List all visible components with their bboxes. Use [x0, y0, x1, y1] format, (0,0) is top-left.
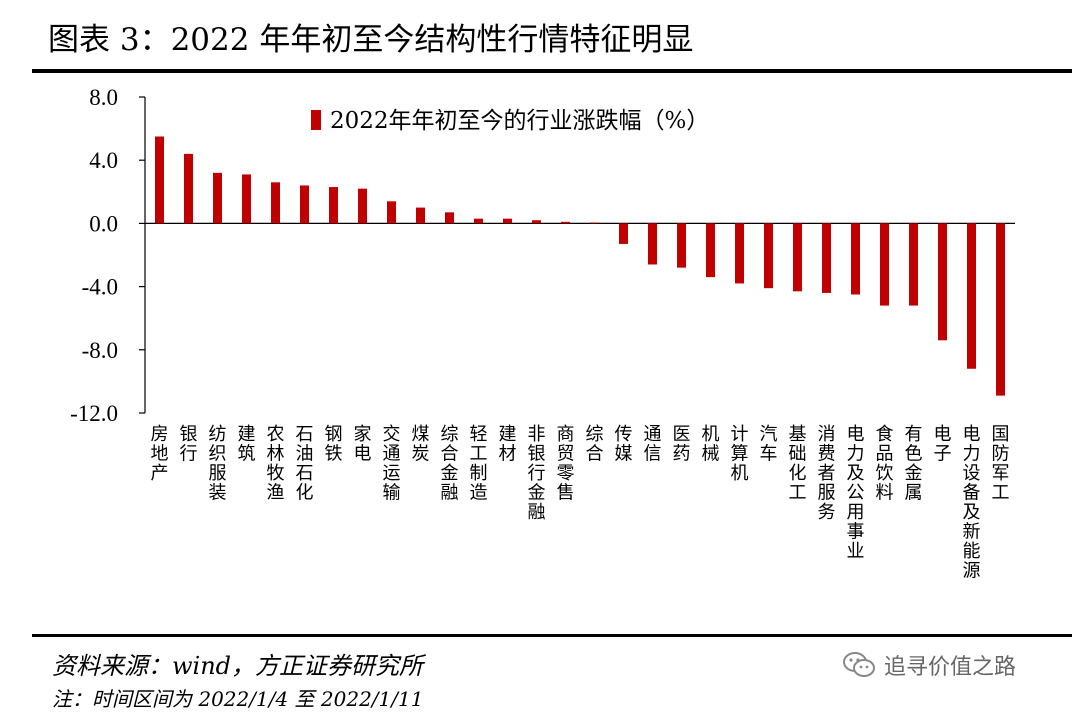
y-tick-label: -4.0: [82, 275, 118, 300]
x-tick-label: 汽车: [760, 424, 778, 465]
y-tick-label: -8.0: [82, 338, 118, 363]
bar-0: [155, 136, 164, 224]
bar-17: [648, 223, 657, 265]
bar-26: [909, 223, 918, 306]
x-tick-label: 钢铁: [325, 424, 343, 465]
x-tick-label: 煤炭: [412, 424, 430, 465]
x-tick-label: 医药: [673, 424, 691, 465]
x-tick-label: 有色金属: [905, 424, 923, 504]
bar-3: [242, 174, 251, 224]
x-tick-label: 建材: [499, 424, 517, 465]
bar-28: [967, 223, 976, 369]
x-tick-label: 商贸零售: [557, 424, 575, 504]
bar-13: [532, 220, 541, 224]
legend-label: 2022年年初至今的行业涨跌幅（%）: [330, 108, 709, 134]
watermark: 追寻价值之路: [842, 648, 1016, 682]
x-tick-label: 农林牧渔: [267, 424, 285, 504]
x-tick-label: 计算机: [731, 424, 749, 484]
bar-4: [271, 182, 280, 224]
x-tick-label: 电子: [934, 424, 952, 465]
y-tick-label: -12.0: [70, 401, 118, 426]
wechat-icon: [842, 650, 876, 680]
x-tick-label: 纺织服装: [209, 424, 227, 504]
bar-5: [300, 185, 309, 224]
x-tick-label: 电力及公用事业: [847, 424, 865, 562]
legend-swatch: [311, 110, 321, 130]
bar-20: [735, 223, 744, 284]
bar-series: [155, 136, 1005, 396]
bar-22: [793, 223, 802, 292]
x-tick-label: 综合金融: [441, 424, 459, 504]
bar-2: [213, 172, 222, 224]
x-tick-label: 石油石化: [296, 424, 314, 504]
y-tick-label: 0.0: [89, 211, 118, 236]
time-range-note: 注：时间区间为 2022/1/4 至 2022/1/11: [52, 687, 424, 711]
y-axis: 8.0 4.0 0.0 -4.0 -8.0 -12.0: [70, 85, 1015, 426]
bar-15: [590, 222, 599, 224]
x-tick-label: 消费者服务: [818, 424, 836, 523]
bar-29: [996, 223, 1005, 396]
y-tick-label: 4.0: [89, 148, 118, 173]
x-tick-label: 轻工制造: [470, 424, 488, 504]
bar-23: [822, 223, 831, 293]
bar-25: [880, 223, 889, 306]
bar-7: [358, 188, 367, 224]
x-tick-label: 基础化工: [789, 424, 807, 504]
legend: 2022年年初至今的行业涨跌幅（%）: [311, 108, 709, 134]
bar-19: [706, 223, 715, 278]
x-tick-label: 交通运输: [383, 424, 401, 504]
bottom-rule: [32, 634, 1072, 637]
x-axis-labels: 房地产银行纺织服装建筑农林牧渔石油石化钢铁家电交通运输煤炭综合金融轻工制造建材非…: [151, 424, 1010, 582]
top-rule: [32, 69, 1072, 73]
x-tick-label: 传媒: [615, 424, 633, 465]
watermark-text: 追寻价值之路: [884, 655, 1017, 680]
bar-1: [184, 153, 193, 224]
figure-title: 图表 3：2022 年年初至今结构性行情特征明显: [48, 22, 694, 58]
x-tick-label: 电力设备及新能源: [963, 424, 981, 582]
bar-chart: 8.0 4.0 0.0 -4.0 -8.0 -12.0 房地产银行纺织服装建筑农林牧渔石油…: [70, 85, 1015, 582]
bar-10: [445, 212, 454, 224]
x-tick-label: 国防军工: [992, 424, 1010, 504]
bar-12: [503, 218, 512, 224]
y-tick-label: 8.0: [89, 85, 118, 110]
x-tick-label: 建筑: [238, 424, 256, 465]
bar-16: [619, 223, 628, 244]
bar-9: [416, 207, 425, 224]
x-tick-label: 综合: [586, 424, 604, 465]
bar-27: [938, 223, 947, 341]
x-tick-label: 通信: [644, 424, 662, 465]
source-note: 资料来源：wind，方正证券研究所: [52, 652, 424, 680]
bar-6: [329, 187, 338, 224]
bar-8: [387, 201, 396, 224]
x-tick-label: 食品饮料: [876, 424, 894, 504]
bar-14: [561, 221, 570, 224]
bar-21: [764, 223, 773, 289]
x-tick-label: 非银行金融: [528, 424, 546, 523]
x-tick-label: 房地产: [151, 424, 169, 484]
x-tick-label: 银行: [180, 424, 198, 465]
x-tick-label: 机械: [702, 424, 720, 465]
bar-24: [851, 223, 860, 295]
bar-11: [474, 218, 483, 224]
x-tick-label: 家电: [354, 424, 372, 465]
bar-18: [677, 223, 686, 268]
